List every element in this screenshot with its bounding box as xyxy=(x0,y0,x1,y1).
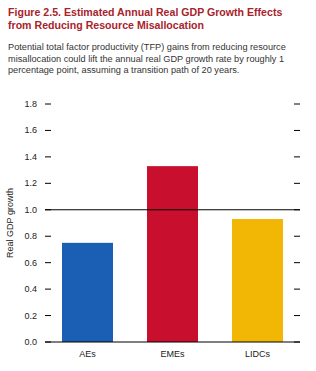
y-tick-label: 0.0 xyxy=(24,337,37,347)
title: Figure 2.5. Estimated Annual Real GDP Gr… xyxy=(8,6,308,32)
x-axis xyxy=(45,342,300,343)
y-tick-right xyxy=(294,183,300,184)
y-tick xyxy=(45,156,51,157)
y-axis-label: Real GDP growth xyxy=(5,188,15,258)
bar xyxy=(232,219,283,342)
reference-line xyxy=(45,209,300,210)
y-tick xyxy=(45,262,51,263)
y-tick xyxy=(45,289,51,290)
y-tick-label: 1.0 xyxy=(24,205,37,215)
x-tick-label: EMEs xyxy=(160,349,185,359)
y-tick xyxy=(45,183,51,184)
y-tick xyxy=(45,315,51,316)
y-tick-right xyxy=(294,104,300,105)
y-tick-label: 0.2 xyxy=(24,311,37,321)
y-tick-right xyxy=(294,289,300,290)
y-tick-label: 1.8 xyxy=(24,99,37,109)
x-tick-label: AEs xyxy=(79,349,96,359)
y-tick xyxy=(45,236,51,237)
x-tick-label: LIDCs xyxy=(245,349,271,359)
y-tick-label: 0.6 xyxy=(24,258,37,268)
y-tick-label: 0.4 xyxy=(24,284,37,294)
y-tick xyxy=(45,130,51,131)
y-tick-label: 0.8 xyxy=(24,231,37,241)
y-tick-label: 1.4 xyxy=(24,152,37,162)
y-tick-right xyxy=(294,315,300,316)
y-tick-right xyxy=(294,262,300,263)
subtitle: Potential total factor productivity (TFP… xyxy=(8,42,304,77)
bars xyxy=(45,166,300,342)
y-tick-label: 1.6 xyxy=(24,125,37,135)
y-tick-right xyxy=(294,130,300,131)
y-tick-right xyxy=(294,236,300,237)
y-tick-label: 1.2 xyxy=(24,178,37,188)
chart: 0.0 0.2 0.4 0.6 0.8 1.0 1.2 1.4 1.6 1.8 Real GDP g… xyxy=(0,0,316,371)
bar xyxy=(62,243,113,342)
bar xyxy=(147,166,198,342)
y-tick-right xyxy=(294,156,300,157)
y-tick xyxy=(45,104,51,105)
